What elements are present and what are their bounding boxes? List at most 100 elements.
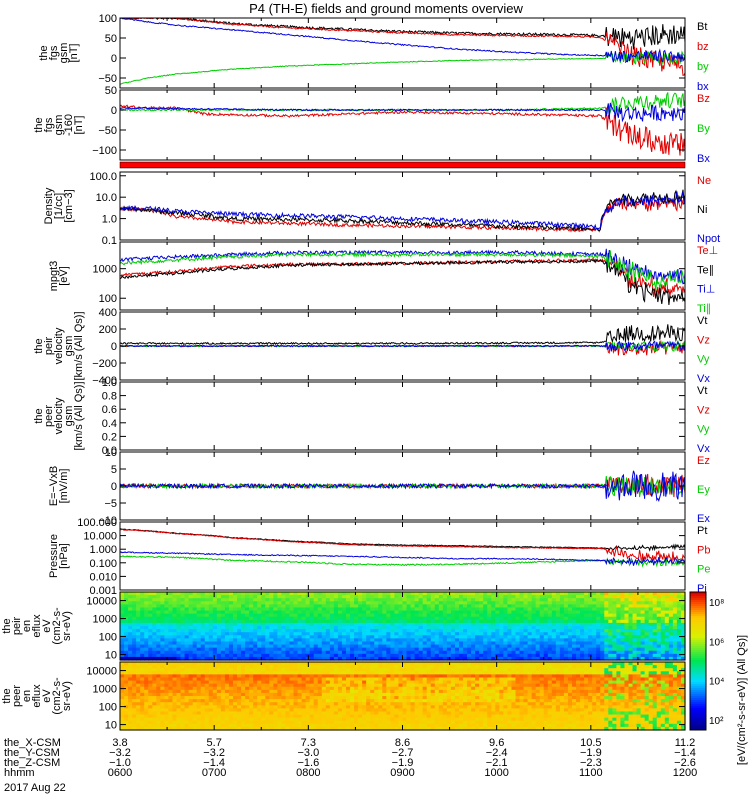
colorbar-label: [eV/(cm²-s-sr-eV)] (All Qs)]: [736, 635, 748, 765]
legend-entry: Vt: [697, 385, 707, 397]
ytick-label: 400: [99, 307, 117, 319]
ylabel-peir_vel: gsm: [63, 336, 75, 357]
ylabel-peir_en: sr-eV): [61, 611, 73, 641]
time-axis-row-label: the_Y-CSM: [4, 747, 60, 759]
time-axis-value: 8.6: [395, 737, 410, 749]
ytick-label: 10.0: [96, 192, 117, 204]
ytick-label: 0.010: [89, 571, 117, 583]
ytick-label: 1.0: [102, 214, 117, 226]
ytick-label: 10000: [86, 596, 117, 608]
legend-entry: Ez: [697, 455, 710, 467]
panel-temp: 1000 100 mpgt3[eV] Te⊥ Te∥ Ti⊥ Ti∥: [48, 241, 718, 315]
time-axis-row-label: hhmm: [4, 767, 35, 779]
series-density-2: [119, 191, 686, 230]
panels: 100500−50thefgsgsm[nT]Btbzbybx500−50−100…: [1, 13, 720, 732]
series-temp-1: [119, 252, 686, 306]
colorbar-tick: 10⁴: [709, 677, 724, 688]
legend-entry: bz: [697, 41, 709, 53]
ylabel-peir_en: peir: [11, 616, 23, 635]
time-axis-value: −2.4: [486, 747, 508, 759]
legend-entry: Pe: [697, 564, 710, 576]
legend-entry: Vz: [697, 404, 710, 416]
ytick-label: 0: [111, 481, 117, 493]
ylabel-peer_en: eflux: [31, 684, 43, 708]
ylabel-fgs2: fgs: [43, 117, 55, 132]
ylabel-pressure: Pressure: [48, 534, 60, 578]
time-axis-value: 3.8: [112, 737, 127, 749]
time-axis-value: −3.2: [109, 747, 131, 759]
ytick-label: 5: [111, 464, 117, 476]
colorbar: 10⁸ 10⁶ 10⁴ 10² [eV/(cm²-s-sr-eV)] (All Qs)]: [689, 591, 748, 765]
series-fgs-2: [119, 50, 686, 85]
ylabel-efield: [mV/m]: [58, 469, 70, 504]
ytick-label: −400: [92, 375, 117, 387]
legend-entry: Ne: [697, 175, 711, 187]
ytick-label: 100.0: [89, 171, 117, 183]
ytick-label: 0.001: [89, 585, 117, 597]
legend-entry: by: [697, 61, 709, 73]
ylabel-peer_vel: velocity: [53, 397, 65, 434]
time-axis-value: −1.6: [297, 757, 319, 769]
legend-entry: Bt: [697, 21, 707, 33]
ytick-label: 100: [99, 293, 117, 305]
legend-entry: Vy: [697, 354, 710, 366]
ylabel-fgs2: the: [33, 117, 45, 132]
ytick-label: 10: [105, 650, 117, 662]
ylabel-peir_vel: peir: [43, 336, 55, 355]
ylabel-peir_vel: the: [33, 338, 45, 353]
ytick-label: 10.000: [83, 531, 117, 543]
legend-entry: Te⊥: [697, 245, 718, 257]
ytick-label: 1.000: [89, 544, 117, 556]
ytick-label: 1000: [93, 614, 117, 626]
ylabel-peir_en: en: [21, 620, 33, 632]
legend-entry: Ex: [697, 513, 710, 525]
ylabel-peir_en: eV: [41, 619, 53, 633]
panel-peer_en: 10000 1000 100 10 thepeerenefluxeV(cm2-s-sr-…: [1, 661, 686, 732]
ytick-label: 10000: [86, 666, 117, 678]
ylabel-fgs2: -160: [63, 114, 75, 136]
legend-entry: Vz: [697, 334, 710, 346]
time-axis-value: 7.3: [301, 737, 316, 749]
ytick-label: −50: [98, 125, 117, 137]
time-axis-value: 0600: [108, 767, 132, 779]
legend-entry: Vt: [697, 315, 707, 327]
ylabel-density: [cm−3]: [63, 189, 75, 222]
panel-efield: 10 5 0 −5 −10 E=−VxB[mV/m] Ez Ey Ex: [48, 447, 710, 527]
ylabel-fgs: [nT]: [68, 44, 80, 63]
legend-entry: Ti∥: [697, 303, 711, 315]
time-axis-value: −3.0: [297, 747, 319, 759]
time-axis-value: 10.5: [580, 737, 601, 749]
ylabel-temp: [eV]: [58, 266, 70, 286]
legend-entry: Ey: [697, 484, 710, 496]
legend-entry: Ti⊥: [697, 284, 715, 296]
ylabel-peer_vel: [km/s (All Qs)]: [73, 381, 85, 450]
ytick-label: 10: [105, 720, 117, 732]
panel-peer_vel: 1.0 0.80.6 0.40.2 0.0 thepeervelocitygsm[km/…: [33, 377, 710, 457]
plot-title: P4 (TH-E) fields and ground moments over…: [249, 1, 523, 16]
ylabel-peer_en: eV: [41, 689, 53, 703]
legend-entry: bx: [697, 81, 709, 93]
time-axis-value: −2.1: [486, 757, 508, 769]
ytick-label: −200: [92, 358, 117, 370]
ytick-label: 1000: [93, 684, 117, 696]
ytick-label: 0.4: [102, 418, 117, 430]
time-axis-value: 0900: [390, 767, 414, 779]
ylabel-pressure: [nPa]: [58, 543, 70, 569]
series-pressure-1: [120, 528, 686, 564]
time-axis-row-label: the_X-CSM: [4, 737, 61, 749]
ytick-label: 100: [99, 13, 117, 25]
series-fgs-1: [120, 17, 686, 77]
legend-entry: Ni: [697, 204, 707, 216]
legend-entry: Pb: [697, 544, 710, 556]
ytick-label: 1000: [93, 264, 117, 276]
ytick-label: 0.8: [102, 391, 117, 403]
time-axis-value: 0700: [202, 767, 226, 779]
series-peir_vel-0: [119, 324, 686, 346]
series-fgs2-2: [119, 102, 686, 123]
colorbar-tick: 10²: [709, 716, 724, 727]
